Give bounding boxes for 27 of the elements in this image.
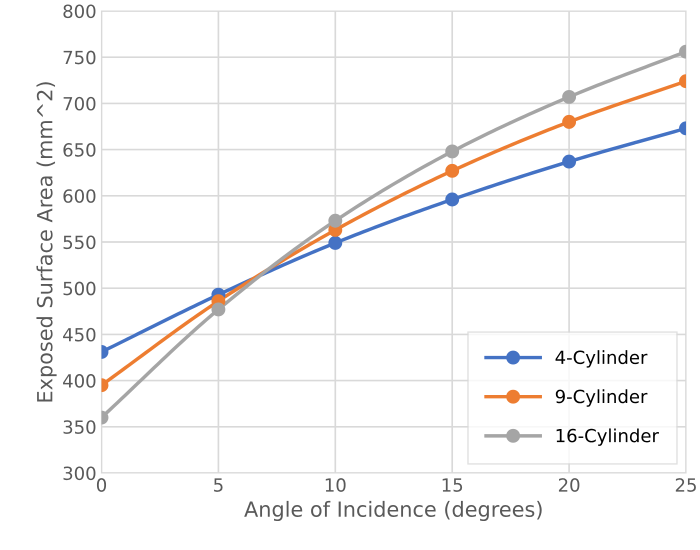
y-tick-label: 550 <box>64 235 96 250</box>
legend-label: 16-Cylinder <box>556 428 659 446</box>
point <box>445 144 460 158</box>
legend-label: 4-Cylinder <box>556 350 648 368</box>
y-tick-label: 750 <box>64 50 96 64</box>
y-tick-label: 800 <box>63 4 96 18</box>
x-tick-label: 5 <box>214 478 223 492</box>
y-tick-label: 700 <box>64 96 96 111</box>
x-tick-label: 25 <box>676 478 696 492</box>
point <box>445 164 460 178</box>
y-tick-label: 450 <box>63 328 96 342</box>
y-tick-label: 350 <box>64 420 96 434</box>
y-tick-label: 500 <box>64 282 96 296</box>
y-tick-label: 400 <box>63 374 96 388</box>
y-tick-label: 650 <box>63 143 96 157</box>
point <box>328 236 342 250</box>
x-tick-label: 15 <box>442 478 462 492</box>
point <box>328 214 342 228</box>
y-tick-label: 300 <box>64 466 96 480</box>
x-axis-title: Angle of Incidence (degrees) <box>244 500 542 522</box>
legend-label: 9-Cylinder <box>556 389 648 407</box>
x-tick-label: 0 <box>96 478 106 492</box>
y-axis-title: Exposed Surface Area (mm^2) <box>36 82 57 402</box>
x-tick-label: 10 <box>326 478 346 492</box>
y-tick-label: 600 <box>63 189 96 203</box>
x-tick-label: 20 <box>558 478 580 492</box>
point <box>445 192 460 206</box>
